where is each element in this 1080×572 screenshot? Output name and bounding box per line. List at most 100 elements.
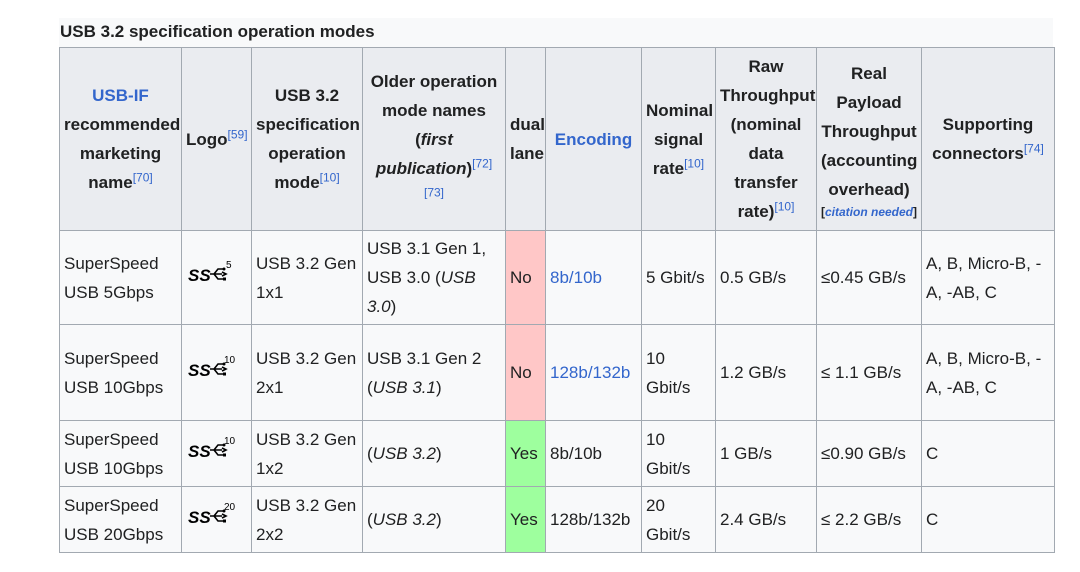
- cell-real-payload: ≤ 2.2 GB/s: [816, 486, 922, 553]
- header-raw-label: Raw Throughput (nominal data transfer ra…: [720, 57, 816, 221]
- table-row: SuperSpeed USB 10Gbps SS 10 USB 3.2 Gen …: [59, 324, 1055, 421]
- cell-dual-lane-no: No: [505, 324, 546, 421]
- svg-text:SS: SS: [188, 508, 211, 527]
- older-plain: USB 3.1 Gen 2 (: [367, 348, 482, 397]
- cell-nominal-rate: 10 Gbit/s: [641, 420, 716, 487]
- older-plain: (: [367, 444, 373, 463]
- older-close: ): [435, 444, 442, 463]
- cell-connectors: A, B, Micro-B, -A, -AB, C: [921, 324, 1055, 421]
- ref-10-raw[interactable]: [10]: [774, 199, 795, 214]
- header-spec-mode: USB 3.2 specification operation mode[10]: [251, 47, 363, 231]
- svg-text:SS: SS: [188, 361, 211, 380]
- svg-text:SS: SS: [188, 266, 211, 285]
- cell-marketing-name: SuperSpeed USB 10Gbps: [59, 420, 182, 487]
- header-logo: Logo[59]: [181, 47, 252, 231]
- cell-raw-throughput: 1 GB/s: [715, 420, 817, 487]
- superspeed-usb-logo-icon: SS 10: [188, 355, 236, 380]
- cell-dual-lane-yes: Yes: [505, 486, 546, 553]
- table-row: SuperSpeed USB 5Gbps SS 5 USB 3.2 Gen 1x…: [59, 230, 1055, 325]
- cell-encoding: 128b/132b: [545, 324, 642, 421]
- header-nominal-rate: Nominal signal rate[10]: [641, 47, 716, 231]
- older-close: ): [435, 377, 442, 397]
- older-italic: USB 3.2: [372, 510, 436, 529]
- header-older-label: Older operation mode names (: [370, 71, 498, 149]
- logo-number: 10: [224, 436, 236, 447]
- cell-marketing-name: SuperSpeed USB 20Gbps: [59, 486, 182, 553]
- cell-encoding: 8b/10b: [545, 420, 642, 487]
- superspeed-usb-logo-icon: SS 5: [188, 260, 232, 285]
- cell-spec-mode: USB 3.2 Gen 2x2: [251, 486, 363, 553]
- usb-if-link[interactable]: USB-IF: [92, 86, 149, 105]
- cell-spec-mode: USB 3.2 Gen 1x1: [251, 230, 363, 325]
- encoding-128b132b-link[interactable]: 128b/132b: [550, 363, 631, 382]
- cell-nominal-rate: 5 Gbit/s: [641, 230, 716, 325]
- older-italic: USB 3.1: [372, 377, 436, 397]
- cell-raw-throughput: 1.2 GB/s: [715, 324, 817, 421]
- logo-number: 10: [224, 355, 236, 366]
- cell-older-names: USB 3.1 Gen 1, USB 3.0 (USB 3.0): [362, 230, 506, 325]
- header-encoding: Encoding: [545, 47, 642, 231]
- citation-needed-note: [citation needed]: [821, 204, 917, 220]
- older-italic: USB 3.0: [367, 268, 476, 316]
- cell-connectors: C: [921, 420, 1055, 487]
- header-connectors: Supporting connectors[74]: [921, 47, 1055, 231]
- cell-connectors: C: [921, 486, 1055, 553]
- citation-needed-link[interactable]: citation needed: [825, 204, 914, 219]
- cell-spec-mode: USB 3.2 Gen 1x2: [251, 420, 363, 487]
- ref-74[interactable]: [74]: [1023, 141, 1044, 156]
- header-spec-mode-label: USB 3.2 specification operation mode: [256, 86, 360, 192]
- header-logo-label: Logo: [186, 129, 228, 149]
- header-connectors-label: Supporting connectors: [932, 115, 1034, 163]
- logo-number: 20: [224, 502, 236, 513]
- cell-dual-lane-no: No: [505, 230, 546, 325]
- header-dual-lane: dual lane: [505, 47, 546, 231]
- older-italic: USB 3.2: [372, 444, 436, 463]
- header-nominal-label: Nominal signal rate: [646, 100, 714, 178]
- svg-text:SS: SS: [188, 442, 211, 461]
- cell-logo: SS 10: [181, 420, 252, 487]
- cell-encoding: 128b/132b: [545, 486, 642, 553]
- header-marketing-text: recommended marketing name: [64, 115, 181, 192]
- cell-encoding: 8b/10b: [545, 230, 642, 325]
- superspeed-usb-logo-icon: SS 10: [188, 436, 236, 461]
- older-plain: USB 3.1 Gen 1, USB 3.0 (: [367, 239, 487, 287]
- header-marketing-name: USB-IF recommended marketing name[70]: [59, 47, 182, 231]
- header-older-names: Older operation mode names (first public…: [362, 47, 506, 231]
- citation-open: [: [821, 204, 825, 219]
- cell-logo: SS 10: [181, 324, 252, 421]
- header-raw-throughput: Raw Throughput (nominal data transfer ra…: [715, 47, 817, 231]
- superspeed-usb-logo-icon: SS 20: [188, 502, 236, 527]
- logo-number: 5: [226, 260, 232, 271]
- ref-72-73[interactable]: [72][73]: [423, 155, 493, 199]
- cell-real-payload: ≤ 1.1 GB/s: [816, 324, 922, 421]
- cell-logo: SS 20: [181, 486, 252, 553]
- encoding-link[interactable]: Encoding: [554, 129, 633, 149]
- cell-raw-throughput: 0.5 GB/s: [715, 230, 817, 325]
- usb-modes-table: USB-IF recommended marketing name[70] Lo…: [59, 47, 1055, 553]
- cell-older-names: (USB 3.2): [362, 486, 506, 553]
- header-first-publication: first publication: [375, 129, 467, 178]
- cell-nominal-rate: 10 Gbit/s: [641, 324, 716, 421]
- header-older-close: ): [466, 158, 473, 178]
- cell-real-payload: ≤0.90 GB/s: [816, 420, 922, 487]
- table-row: SuperSpeed USB 10Gbps SS 10 USB 3.2 Gen …: [59, 420, 1055, 487]
- header-real-label: Real Payload Throughput (accounting over…: [821, 63, 918, 199]
- cell-connectors: A, B, Micro-B, -A, -AB, C: [921, 230, 1055, 325]
- ref-59[interactable]: [59]: [227, 126, 248, 141]
- cell-older-names: USB 3.1 Gen 2 (USB 3.1): [362, 324, 506, 421]
- cell-logo: SS 5: [181, 230, 252, 325]
- older-close: ): [435, 510, 442, 529]
- cell-spec-mode: USB 3.2 Gen 2x1: [251, 324, 363, 421]
- ref-10-spec[interactable]: [10]: [319, 170, 340, 185]
- ref-10-nominal[interactable]: [10]: [684, 155, 705, 170]
- ref-70[interactable]: [70]: [132, 170, 153, 185]
- header-row: USB-IF recommended marketing name[70] Lo…: [59, 47, 1055, 231]
- older-plain: (: [367, 510, 373, 529]
- table-caption: USB 3.2 specification operation modes: [59, 18, 1053, 47]
- cell-real-payload: ≤0.45 GB/s: [816, 230, 922, 325]
- cell-marketing-name: SuperSpeed USB 10Gbps: [59, 324, 182, 421]
- cell-dual-lane-yes: Yes: [505, 420, 546, 487]
- encoding-8b10b-link[interactable]: 8b/10b: [550, 268, 602, 287]
- cell-marketing-name: SuperSpeed USB 5Gbps: [59, 230, 182, 325]
- cell-raw-throughput: 2.4 GB/s: [715, 486, 817, 553]
